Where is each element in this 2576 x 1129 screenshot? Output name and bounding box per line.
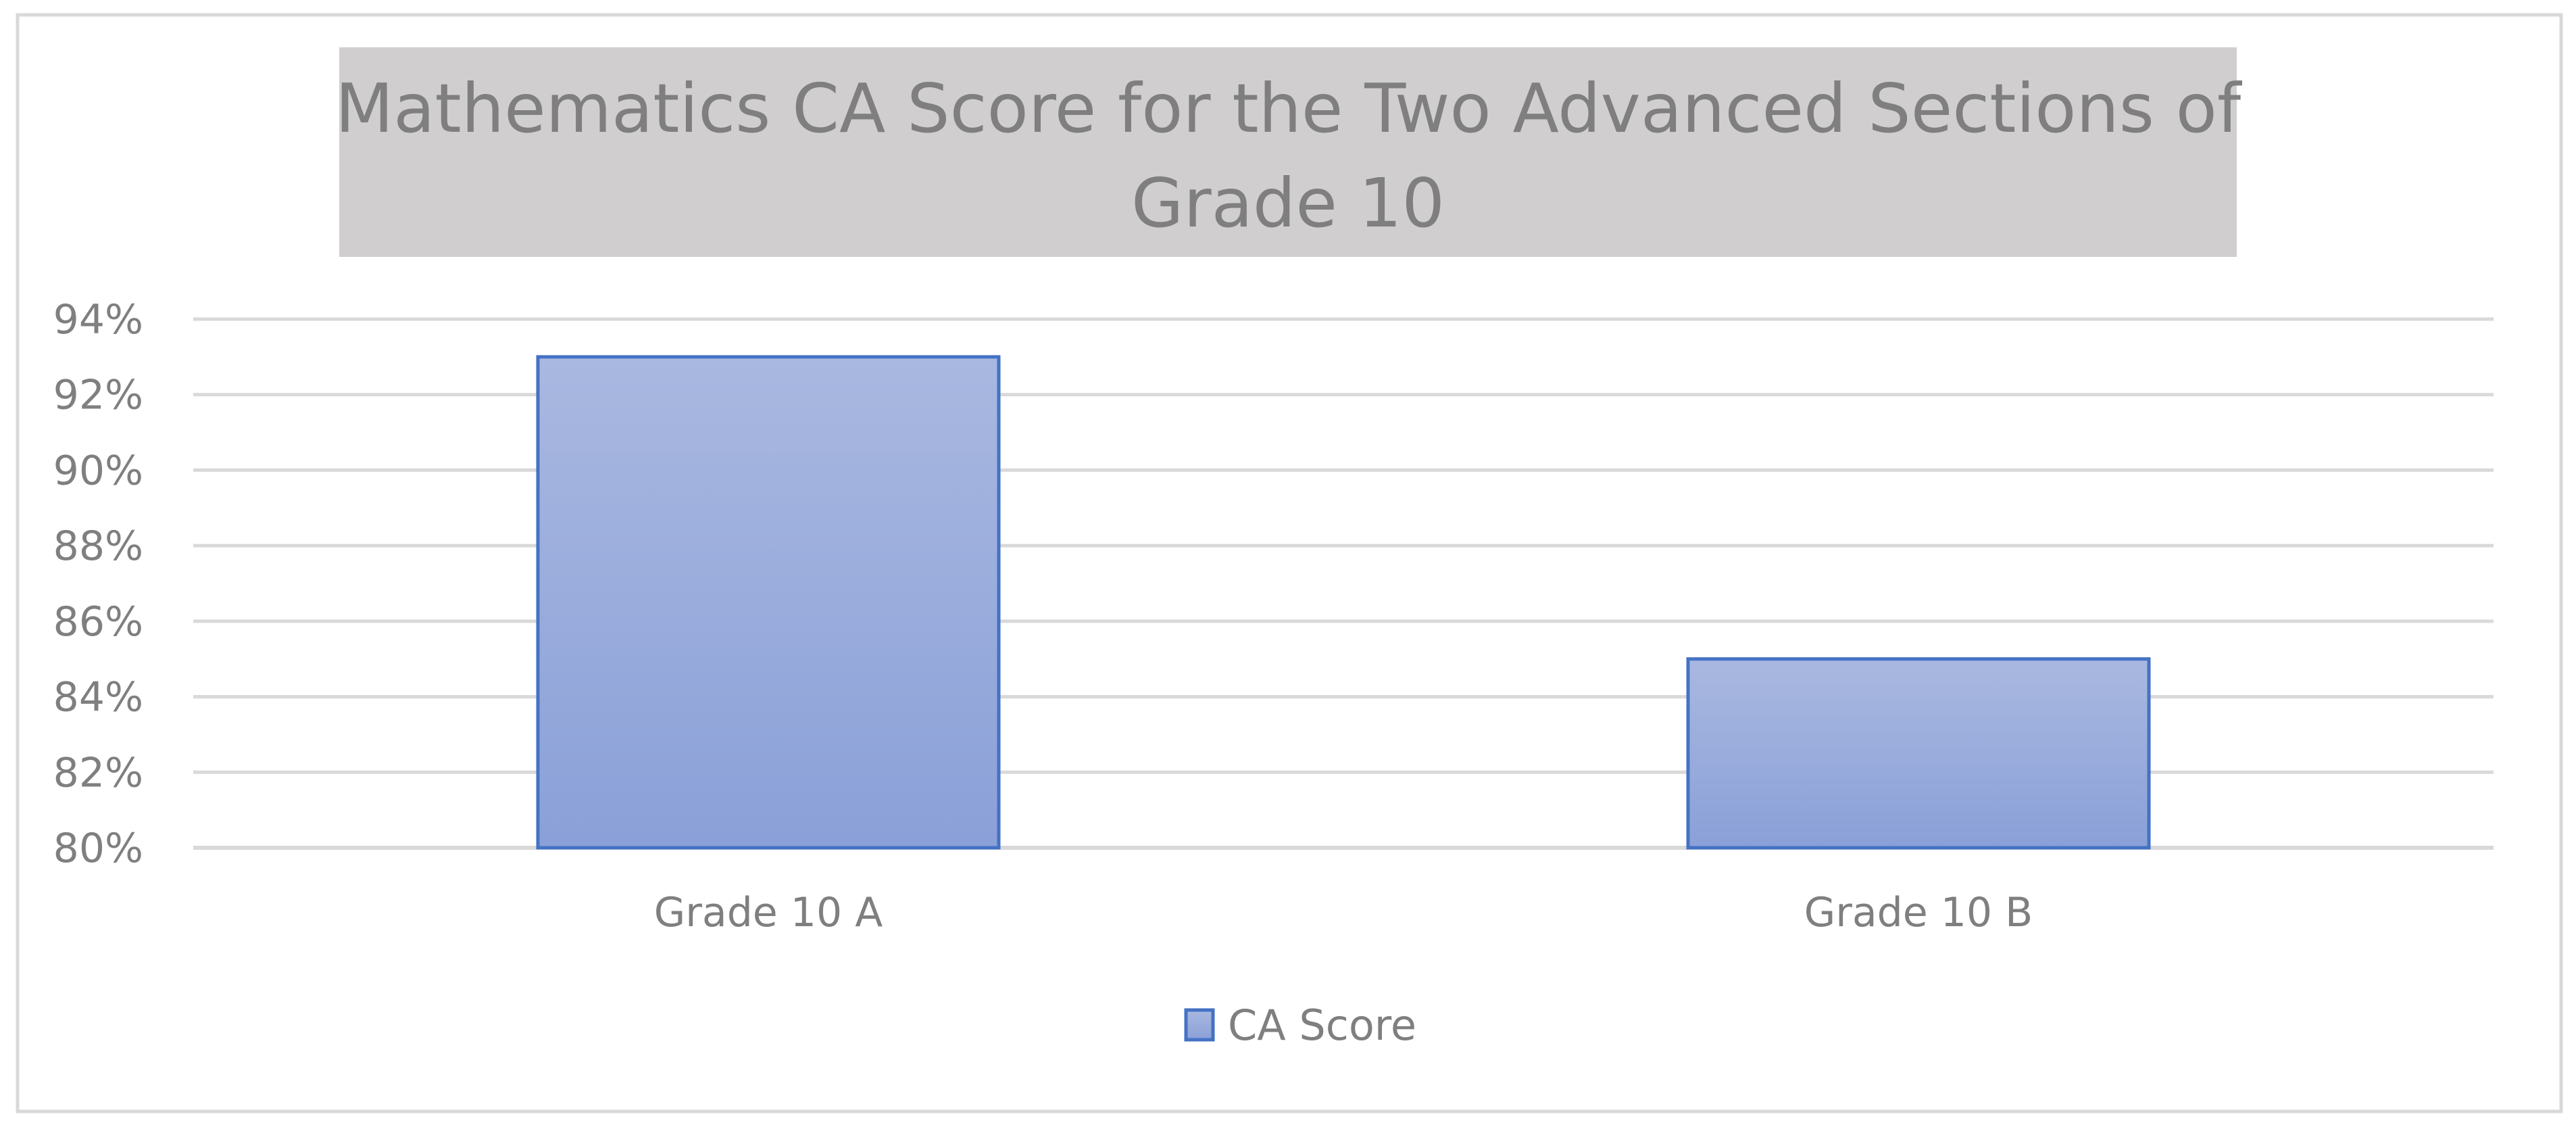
y-tick-label: 80% <box>53 825 143 872</box>
y-tick-label: 94% <box>53 296 143 343</box>
legend-swatch-ca-score <box>1184 1008 1215 1042</box>
x-axis-ticks: Grade 10 A Grade 10 B <box>654 889 2033 936</box>
legend-label-ca-score: CA Score <box>1228 1001 1416 1050</box>
bars <box>536 355 2151 850</box>
bar-1 <box>536 355 1001 850</box>
x-tick-label: Grade 10 A <box>654 889 883 936</box>
bar-2 <box>1686 657 2151 850</box>
chart-title-box <box>339 47 2237 257</box>
y-tick-label: 84% <box>53 674 143 721</box>
y-tick-label: 86% <box>53 598 143 646</box>
y-axis-ticks: 80% 82% 84% 86% 88% 90% 92% 94% <box>53 296 143 872</box>
x-tick-label: Grade 10 B <box>1804 889 2033 936</box>
y-tick-label: 92% <box>53 372 143 419</box>
chart-title: Mathematics CA Score for the Two Advance… <box>335 47 2243 257</box>
chart-title-line-2: Grade 10 <box>1131 164 1445 243</box>
legend: CA Score <box>1184 1001 1416 1050</box>
chart-title-line-1: Mathematics CA Score for the Two Advance… <box>335 69 2243 148</box>
y-tick-label: 88% <box>53 523 143 570</box>
y-tick-label: 90% <box>53 447 143 494</box>
y-tick-label: 82% <box>53 749 143 796</box>
